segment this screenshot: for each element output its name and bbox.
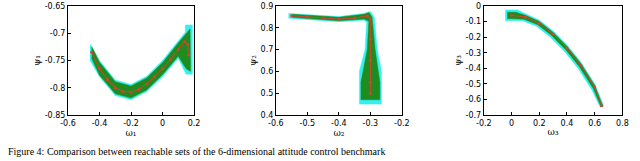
svg-text:ψ₃: ψ₃ [453, 55, 463, 66]
svg-text:0: 0 [160, 119, 165, 128]
svg-text:-0.5: -0.5 [300, 119, 316, 128]
html-text:Figure 4: Comparison between r: Figure 4: Comparison between reachable s… [8, 146, 386, 157]
svg-text:0.2: 0.2 [188, 119, 201, 128]
svg-text:-0.75: -0.75 [45, 56, 66, 65]
svg-text:0.8: 0.8 [261, 24, 274, 33]
svg-text:-0.2: -0.2 [394, 119, 410, 128]
svg-text:0.6: 0.6 [588, 119, 601, 128]
svg-text:-0.6: -0.6 [60, 119, 76, 128]
svg-text:-0.3: -0.3 [363, 119, 379, 128]
svg-text:0: 0 [476, 2, 481, 11]
svg-text:0.4: 0.4 [561, 119, 574, 128]
svg-text:ω₁: ω₁ [126, 128, 137, 138]
svg-text:-0.7: -0.7 [50, 29, 66, 38]
svg-text:-0.2: -0.2 [466, 33, 482, 42]
svg-text:0.6: 0.6 [261, 67, 274, 76]
svg-text:-0.2: -0.2 [123, 119, 139, 128]
svg-text:-0.4: -0.4 [92, 119, 108, 128]
svg-text:-0.1: -0.1 [466, 17, 482, 26]
svg-text:-0.7: -0.7 [466, 111, 482, 120]
svg-text:0.4: 0.4 [261, 111, 274, 120]
svg-text:0.8: 0.8 [616, 119, 629, 128]
svg-text:-0.8: -0.8 [50, 84, 66, 93]
svg-text:ω₃: ω₃ [548, 127, 559, 137]
svg-text:0.9: 0.9 [261, 2, 274, 11]
svg-text:-0.6: -0.6 [268, 119, 284, 128]
svg-text:-0.2: -0.2 [476, 119, 492, 128]
svg-text:ψ₁: ψ₁ [32, 55, 42, 66]
svg-text:ψ₂: ψ₂ [248, 55, 258, 66]
svg-text:-0.5: -0.5 [466, 80, 482, 89]
svg-text:-0.65: -0.65 [45, 2, 66, 11]
svg-text:0: 0 [509, 119, 514, 128]
svg-text:-0.4: -0.4 [331, 119, 347, 128]
svg-text:ω₂: ω₂ [333, 128, 344, 138]
svg-text:-0.4: -0.4 [466, 64, 482, 73]
svg-text:0.7: 0.7 [261, 45, 274, 54]
svg-text:-0.85: -0.85 [45, 111, 66, 120]
svg-text:0.2: 0.2 [533, 119, 546, 128]
svg-text:-0.3: -0.3 [466, 49, 482, 58]
svg-text:-0.6: -0.6 [466, 95, 482, 104]
svg-text:0.5: 0.5 [261, 89, 274, 98]
